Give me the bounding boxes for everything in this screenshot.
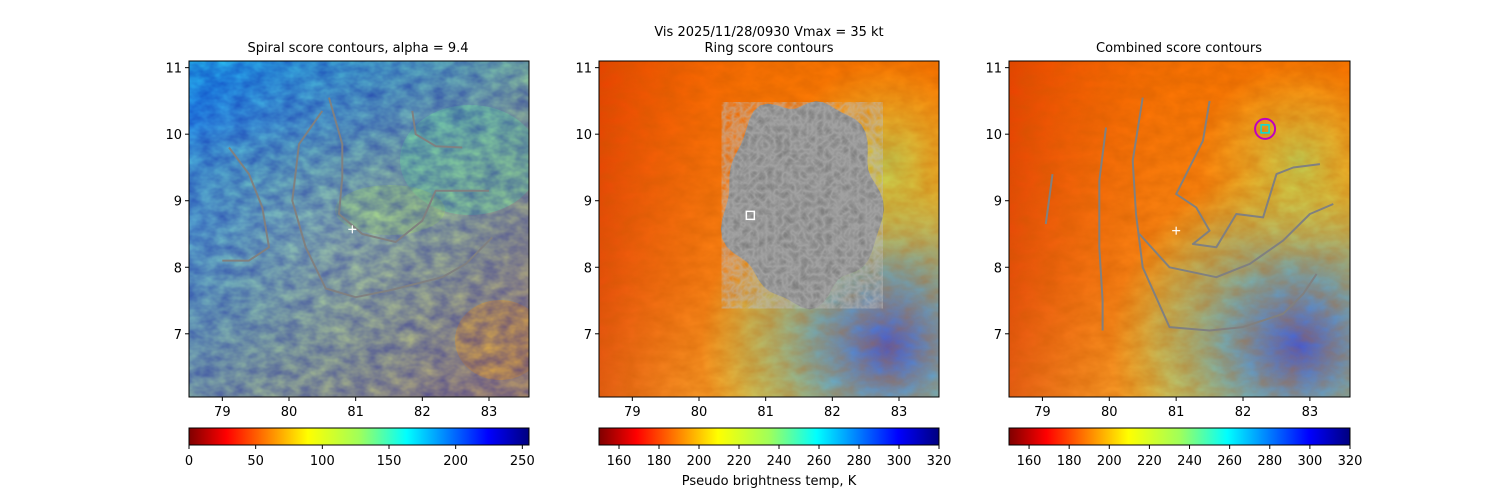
colorbar-gradient <box>598 427 940 446</box>
contour-line <box>1131 97 1318 332</box>
panel-title: Combined score contours <box>1096 41 1262 56</box>
colorbar-tick-label: 220 <box>1137 454 1162 469</box>
panel-title: Ring score contours <box>704 41 833 56</box>
colorbar-tick-label: 0 <box>185 454 193 469</box>
colorbar-gradient <box>188 427 530 446</box>
x-tick-label: 82 <box>1235 405 1252 420</box>
x-tick-label: 80 <box>691 405 708 420</box>
y-tick-label: 7 <box>584 328 592 343</box>
plot-frame <box>598 60 940 398</box>
x-tick-label: 80 <box>1101 405 1118 420</box>
y-tick-label: 7 <box>994 328 1002 343</box>
contour-line <box>1175 100 1321 249</box>
y-tick-label: 8 <box>584 261 592 276</box>
colorbar-tick-label: 220 <box>727 454 752 469</box>
x-tick-label: 81 <box>347 405 364 420</box>
contour-line <box>1098 127 1107 331</box>
contour-line <box>1044 173 1054 225</box>
y-tick-label: 8 <box>174 261 182 276</box>
colorbar-tick-label: 250 <box>510 454 535 469</box>
colorbar-gradient <box>1008 427 1351 446</box>
contour-line <box>222 146 270 262</box>
colorbar-tick-label: 180 <box>647 454 672 469</box>
contour-line <box>328 97 489 243</box>
y-tick-label: 9 <box>584 195 592 210</box>
colorbar-tick-label: 240 <box>1177 454 1202 469</box>
colorbar-tick-label: 300 <box>1297 454 1322 469</box>
colorbar-tick-label: 200 <box>687 454 712 469</box>
colorbar-tick-label: 320 <box>1338 454 1363 469</box>
y-tick-label: 9 <box>174 195 182 210</box>
plot-frame <box>188 60 530 398</box>
colorbar-spiral: 0 50 100 150 200 250 <box>185 427 535 469</box>
colorbar-tick-label: 280 <box>1257 454 1282 469</box>
best-center-square <box>1260 124 1270 134</box>
colorbar-tick-label: 280 <box>847 454 872 469</box>
heatmap-image <box>1009 61 1350 397</box>
center-marker <box>348 225 357 234</box>
panel-ring: Ring score contours 79 80 81 82 83 7 8 9 10 11 <box>575 41 940 420</box>
panel-combined: Combined score contours 79 80 81 82 83 7 8 9 10 1… <box>985 41 1351 420</box>
y-tick-label: 8 <box>994 261 1002 276</box>
colorbar-tick-label: 200 <box>1097 454 1122 469</box>
x-tick-label: 83 <box>891 405 908 420</box>
colorbar-tick-label: 180 <box>1057 454 1082 469</box>
colorbar-tick-label: 200 <box>443 454 468 469</box>
colorbar-tick-label: 240 <box>767 454 792 469</box>
contour-line <box>1138 203 1334 279</box>
figure-suptitle: Vis 2025/11/28/0930 Vmax = 35 kt <box>654 25 883 40</box>
x-tick-label: 83 <box>481 405 498 420</box>
ring-contour-texture <box>721 102 883 309</box>
colorbar-tick-label: 160 <box>607 454 632 469</box>
x-tick-label: 81 <box>757 405 774 420</box>
x-tick-label: 79 <box>624 405 641 420</box>
y-tick-label: 11 <box>165 62 182 77</box>
y-tick-label: 10 <box>985 128 1002 143</box>
y-tick-label: 9 <box>994 195 1002 210</box>
colorbar-tick-label: 320 <box>927 454 952 469</box>
y-tick-label: 10 <box>165 128 182 143</box>
colorbar-tick-label: 300 <box>887 454 912 469</box>
colorbar-tick-label: 100 <box>310 454 335 469</box>
x-tick-label: 80 <box>281 405 298 420</box>
y-tick-label: 11 <box>575 62 592 77</box>
x-tick-label: 83 <box>1302 405 1319 420</box>
center-marker <box>745 210 756 221</box>
contour-line <box>411 110 463 149</box>
x-tick-label: 81 <box>1168 405 1185 420</box>
contour-line <box>291 110 494 299</box>
x-tick-label: 82 <box>414 405 431 420</box>
colorbar-tick-label: 260 <box>807 454 832 469</box>
colorbar-combined: 160 180 200 220 240 260 280 300 320 <box>1008 427 1363 469</box>
colorbar-label: Pseudo brightness temp, K <box>682 474 857 489</box>
colorbar-tick-label: 160 <box>1017 454 1042 469</box>
y-tick-label: 11 <box>985 62 1002 77</box>
colorbar-tick-label: 150 <box>377 454 402 469</box>
y-tick-label: 10 <box>575 128 592 143</box>
panel-title: Spiral score contours, alpha = 9.4 <box>247 41 468 56</box>
colorbar-tick-label: 50 <box>247 454 264 469</box>
x-tick-label: 79 <box>214 405 231 420</box>
center-marker <box>1172 226 1181 235</box>
x-tick-label: 82 <box>824 405 841 420</box>
heatmap-image <box>189 61 529 397</box>
panel-spiral: Spiral score contours, alpha = 9.4 79 80 8… <box>165 41 530 420</box>
plot-frame <box>1008 60 1351 398</box>
best-center-circle <box>1254 117 1277 140</box>
colorbar-ring: 160 180 200 220 240 260 280 300 320 Pseudo brigh… <box>598 427 952 489</box>
y-tick-label: 7 <box>174 328 182 343</box>
x-tick-label: 79 <box>1034 405 1051 420</box>
colorbar-tick-label: 260 <box>1217 454 1242 469</box>
